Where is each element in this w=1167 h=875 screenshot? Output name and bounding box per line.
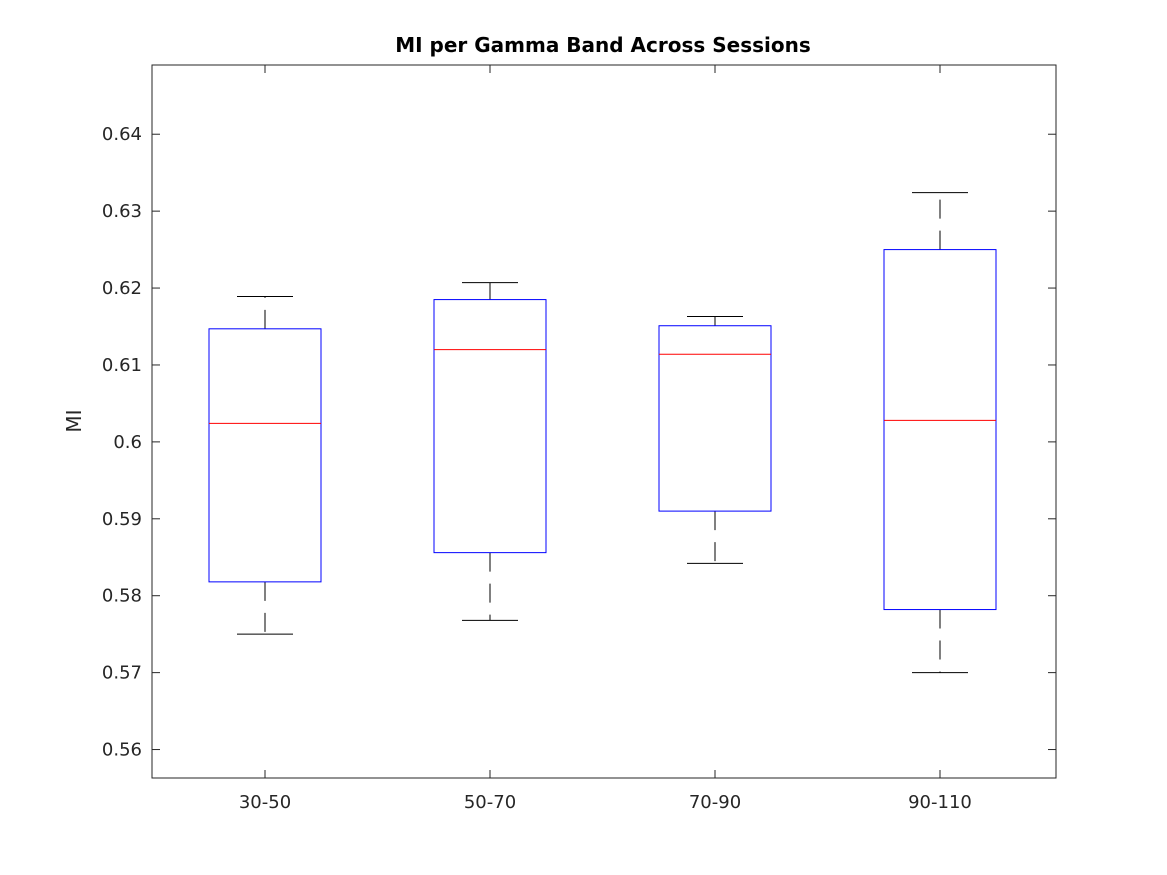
x-tick-label: 90-110 <box>908 792 972 813</box>
y-tick-label: 0.57 <box>102 663 142 684</box>
box-50-70 <box>433 299 547 554</box>
x-tick-label: 70-90 <box>689 792 741 813</box>
box-70-90 <box>658 325 772 512</box>
y-tick-label: 0.58 <box>102 586 142 607</box>
plot-area: 0.56 0.57 0.58 0.59 0.6 0.61 0.62 0.63 0.64 30-50… <box>102 64 1057 813</box>
y-tick-label: 0.62 <box>102 278 142 299</box>
y-axis-label: MI <box>62 409 86 432</box>
plot-frame <box>151 64 1057 779</box>
box-30-50 <box>208 328 322 583</box>
y-tick-label: 0.6 <box>113 432 142 453</box>
y-tick-label: 0.56 <box>102 740 142 761</box>
chart-title: MI per Gamma Band Across Sessions <box>395 33 811 57</box>
x-tick-label: 30-50 <box>239 792 291 813</box>
y-tick-label: 0.59 <box>102 509 142 530</box>
y-tick-label: 0.61 <box>102 355 142 376</box>
x-tick-label: 50-70 <box>464 792 516 813</box>
y-tick-label: 0.63 <box>102 201 142 222</box>
y-tick-label: 0.64 <box>102 124 142 145</box>
box-90-110 <box>883 249 997 611</box>
